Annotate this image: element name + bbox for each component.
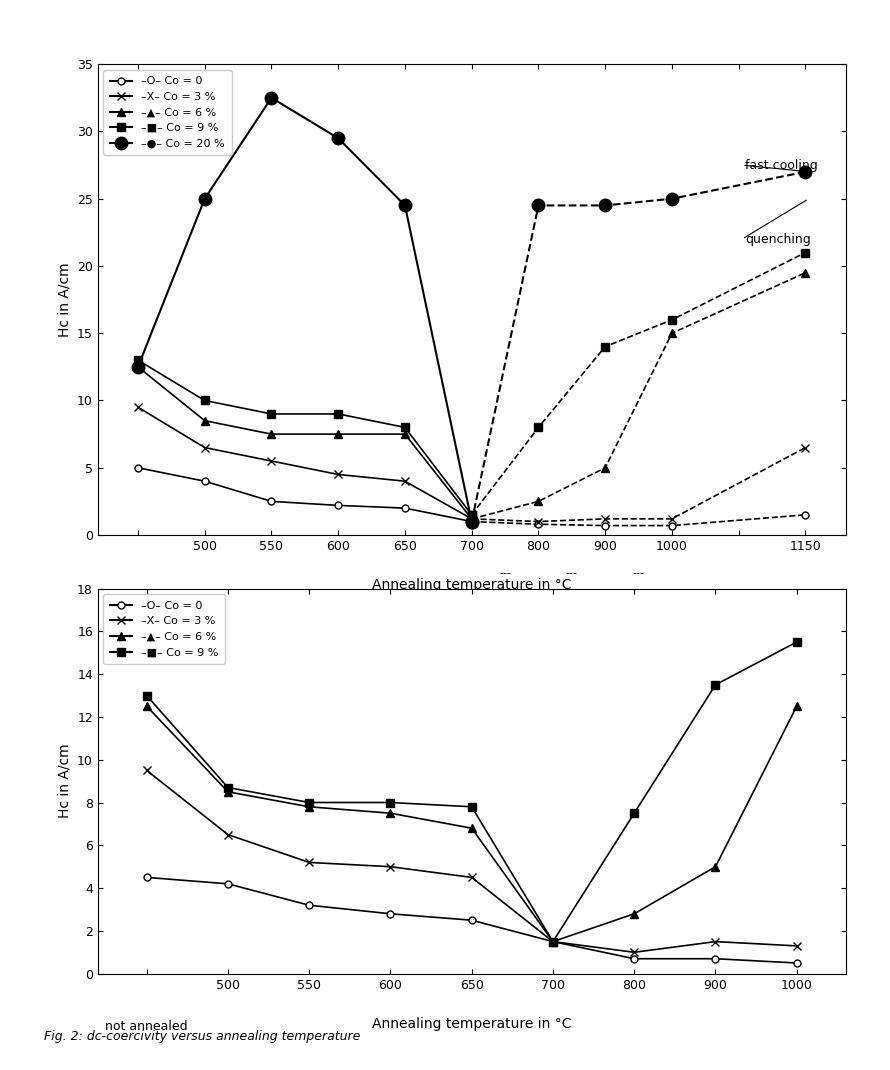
Y-axis label: Hc in A/cm: Hc in A/cm <box>58 744 71 819</box>
Text: ---: --- <box>633 568 644 578</box>
Text: Fig. 2: dc-coercivity versus annealing temperature: Fig. 2: dc-coercivity versus annealing t… <box>44 1030 360 1043</box>
Text: ---: --- <box>499 568 511 578</box>
X-axis label: Annealing temperature in °C: Annealing temperature in °C <box>372 578 571 592</box>
Text: fast cooling: fast cooling <box>746 158 818 171</box>
X-axis label: Annealing temperature in °C: Annealing temperature in °C <box>372 1016 571 1030</box>
Y-axis label: Hc in A/cm: Hc in A/cm <box>58 262 71 337</box>
Legend: –O– Co = 0, –X– Co = 3 %, –▲– Co = 6 %, –■– Co = 9 %: –O– Co = 0, –X– Co = 3 %, –▲– Co = 6 %, … <box>103 594 225 664</box>
Text: not annealed: not annealed <box>97 592 179 605</box>
Text: quenching: quenching <box>746 232 811 246</box>
Text: ---: --- <box>566 568 578 578</box>
Legend: –O– Co = 0, –X– Co = 3 %, –▲– Co = 6 %, –■– Co = 9 %, –●– Co = 20 %: –O– Co = 0, –X– Co = 3 %, –▲– Co = 6 %, … <box>103 70 231 155</box>
Text: not annealed: not annealed <box>105 1020 188 1033</box>
